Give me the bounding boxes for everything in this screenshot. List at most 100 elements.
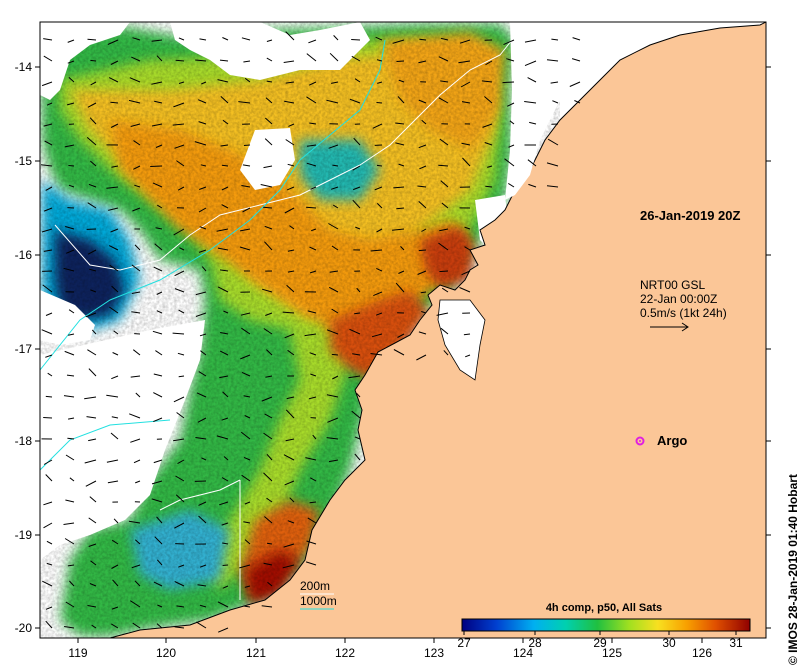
current-vector: [156, 559, 163, 566]
current-vector: [217, 286, 229, 293]
current-vector: [484, 142, 493, 146]
current-vector: [286, 284, 295, 293]
current-vector: [240, 228, 251, 232]
current-vector: [241, 185, 251, 188]
current-vector: [312, 434, 317, 440]
current-vector: [264, 138, 273, 146]
current-vector: [91, 624, 97, 629]
current-vector: [375, 312, 383, 316]
current-vector: [134, 184, 141, 188]
current-vector: [306, 162, 317, 167]
current-vector: [282, 311, 295, 314]
current-vector: [243, 144, 251, 146]
current-vector: [154, 536, 163, 545]
current-vector: [88, 368, 97, 377]
current-vector: [43, 207, 53, 212]
current-vector: [156, 291, 163, 295]
current-vector: [329, 270, 339, 273]
y-tick-label: -20: [15, 621, 33, 635]
current-vector: [197, 584, 207, 587]
current-vector: [106, 186, 119, 189]
current-vector: [131, 311, 141, 314]
current-vector: [175, 494, 185, 503]
current-vector: [306, 540, 317, 545]
current-vector: [440, 80, 449, 83]
current-vector: [356, 392, 361, 398]
current-vector: [241, 371, 251, 377]
current-vector: [527, 77, 537, 83]
current-vector: [108, 245, 119, 251]
current-vector: [395, 142, 405, 146]
current-vector: [439, 228, 449, 232]
current-vector: [45, 474, 53, 482]
current-vector: [376, 267, 383, 272]
current-vector: [244, 501, 251, 505]
current-vector: [173, 102, 185, 108]
x-tick-label: 125: [602, 646, 622, 660]
current-vector: [482, 123, 493, 128]
current-vector: [569, 81, 581, 87]
current-vector: [219, 269, 229, 272]
current-vector: [263, 165, 273, 169]
current-vector: [135, 392, 141, 398]
current-vector: [265, 312, 273, 316]
current-vector: [200, 350, 207, 356]
current-vector: [353, 137, 361, 146]
current-vector: [130, 600, 141, 608]
current-vector: [352, 353, 361, 356]
current-vector: [329, 52, 339, 62]
current-vector: [306, 206, 317, 209]
current-vector: [310, 373, 317, 377]
current-vector: [68, 165, 75, 167]
current-vector: [153, 266, 163, 272]
current-vector: [217, 601, 229, 608]
current-vector: [222, 37, 229, 41]
current-vector: [244, 605, 251, 608]
coastal-sea-white: [505, 22, 600, 200]
current-vector: [261, 288, 273, 293]
current-vector: [395, 122, 405, 125]
current-vector: [524, 60, 537, 67]
current-vector: [464, 246, 471, 251]
current-vector: [572, 37, 581, 41]
current-vector: [397, 333, 405, 338]
current-vector: [418, 99, 427, 104]
current-vector: [420, 291, 427, 294]
current-vector: [244, 539, 251, 545]
current-vector: [154, 100, 163, 104]
current-vector: [354, 78, 361, 83]
current-vector: [440, 327, 449, 335]
current-vector: [459, 287, 471, 293]
current-vector: [348, 375, 361, 379]
current-vector: [309, 246, 317, 251]
isobath-1000m-line: [40, 39, 386, 471]
y-tick-label: -17: [15, 342, 33, 356]
current-vector: [243, 456, 251, 461]
current-vector: [330, 186, 339, 190]
current-vector: [219, 350, 229, 356]
current-vector: [46, 562, 53, 566]
current-vector: [111, 564, 119, 569]
current-vector: [461, 142, 471, 146]
current-vector: [90, 289, 97, 293]
current-vector: [397, 96, 405, 104]
current-vector: [222, 391, 229, 398]
current-vector: [133, 165, 141, 170]
current-vector: [331, 308, 339, 314]
current-vector: [90, 59, 97, 62]
current-vector: [220, 144, 229, 147]
current-vector: [396, 207, 405, 210]
current-vector: [283, 454, 295, 461]
current-vector: [200, 164, 207, 167]
current-vector: [417, 185, 427, 188]
current-vector: [282, 564, 295, 569]
current-vector: [43, 38, 53, 41]
current-vector: [46, 102, 53, 106]
current-vector: [240, 431, 251, 440]
current-vector: [63, 395, 75, 398]
current-vector: [46, 540, 53, 545]
current-vector: [306, 96, 317, 104]
current-vector: [134, 580, 141, 587]
y-tick-label: -14: [15, 60, 33, 74]
current-vector: [309, 352, 317, 356]
